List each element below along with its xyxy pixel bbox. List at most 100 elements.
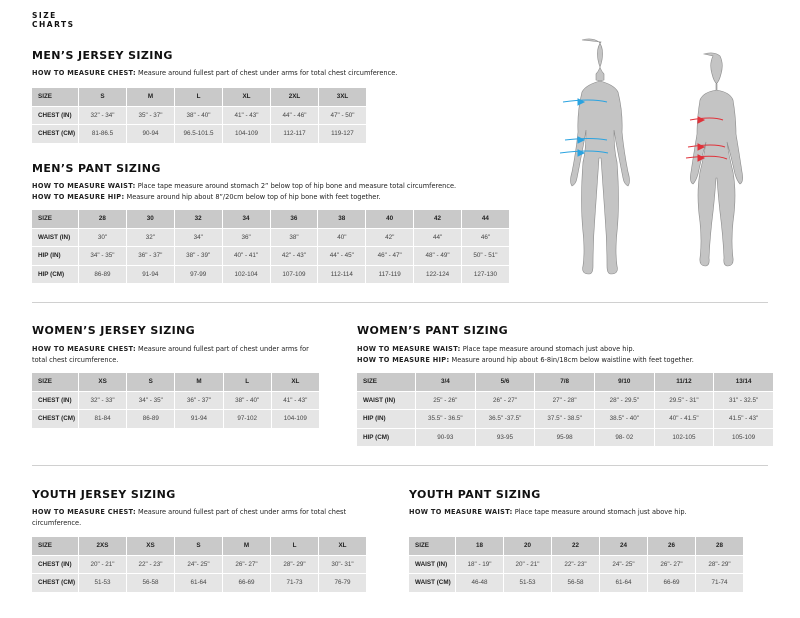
table-row: HIP (IN) 34" - 35" 36" - 37" 38" - 39" 40" -…: [32, 247, 509, 265]
table-cell: 38" - 39": [174, 247, 222, 265]
table-cell: 50" - 51": [462, 247, 509, 265]
header-cell: 22: [552, 537, 599, 555]
table-cell: 38" - 40": [223, 391, 271, 409]
table-cell: 56-58: [127, 574, 174, 592]
header-cell: 36: [270, 210, 318, 228]
table-cell: 66-69: [223, 574, 270, 592]
instruction-text: Measure around fullest part of chest und…: [32, 345, 309, 364]
header-label-cell: SIZE: [32, 373, 78, 391]
header-label-cell: SIZE: [357, 373, 415, 391]
instruction-label: HOW TO MEASURE CHEST:: [32, 69, 136, 77]
header-cell: L: [271, 537, 318, 555]
instruction-text: Measure around fullest part of chest und…: [138, 69, 398, 77]
table-cell: 26"- 27": [648, 555, 695, 573]
header-cell: 30: [126, 210, 174, 228]
instruction-label: HOW TO MEASURE WAIST:: [409, 508, 513, 516]
instruction-label: HOW TO MEASURE CHEST:: [32, 508, 136, 516]
table-cell: 61-64: [600, 574, 647, 592]
instruction-text: Place tape measure around stomach 2” bel…: [137, 182, 457, 190]
table-cell: 24"- 25": [600, 555, 647, 573]
table-cell: 104-109: [271, 410, 319, 428]
divider: [32, 465, 768, 466]
table-cell: 76-79: [319, 574, 366, 592]
table-cell: 35.5" - 36.5": [416, 410, 475, 428]
table-cell: 41" - 43": [223, 106, 270, 124]
measure-instructions: HOW TO MEASURE CHEST: Measure around ful…: [32, 507, 362, 528]
header-cell: XS: [79, 373, 127, 391]
instruction-text: Place tape measure around stomach just a…: [514, 508, 687, 516]
table-header-row: SIZE 18 20 22 24 26 28: [409, 537, 743, 555]
table-cell: 86-89: [127, 410, 175, 428]
header-cell: 32: [174, 210, 222, 228]
table-cell: 46-48: [456, 574, 503, 592]
measure-instructions: HOW TO MEASURE CHEST: Measure around ful…: [32, 68, 512, 79]
brand-logo: SIZE CHARTS: [32, 11, 75, 29]
table-cell: 20" - 21": [79, 555, 126, 573]
instruction-text: Measure around hip about 8”/20cm below t…: [126, 192, 381, 201]
male-body-figure: [570, 38, 630, 275]
female-body-figure: [690, 52, 743, 267]
section-title: YOUTH JERSEY SIZING: [32, 488, 176, 501]
header-cell: M: [223, 537, 270, 555]
table-cell: 31" - 32.5": [714, 391, 773, 409]
header-cell: L: [223, 373, 271, 391]
table-cell: 41" - 43": [271, 391, 319, 409]
body-measurement-figures: [559, 38, 743, 275]
table-cell: 32": [126, 228, 174, 246]
section-title: YOUTH PANT SIZING: [409, 488, 541, 501]
header-cell: 18: [456, 537, 503, 555]
table-cell: 18" - 19": [456, 555, 503, 573]
table-row: CHEST (CM) 51-53 56-58 61-64 66-69 71-73 76-79: [32, 574, 366, 592]
table-cell: 61-64: [175, 574, 222, 592]
instruction-text: Measure around fullest part of chest und…: [32, 508, 347, 527]
table-row: HIP (IN) 35.5" - 36.5" 36.5" -37.5" 37.5" -…: [357, 410, 773, 428]
header-cell: S: [79, 88, 126, 106]
table-row: HIP (CM) 86-89 91-94 97-99 102-104 107-109 112…: [32, 265, 509, 283]
table-row: WAIST (IN) 25" - 26" 26" - 27" 27" - 28" 28"…: [357, 391, 773, 409]
table-cell: 46": [462, 228, 509, 246]
instruction-line: HOW TO MEASURE WAIST: Place tape measure…: [409, 507, 789, 518]
row-label: CHEST (CM): [32, 410, 78, 428]
table-row: CHEST (IN) 32" - 34" 35" - 37" 38" - 40" 41"…: [32, 106, 366, 124]
row-label: CHEST (CM): [32, 574, 78, 592]
instruction-label: HOW TO MEASURE WAIST:: [32, 182, 136, 190]
section-title: MEN’S PANT SIZING: [32, 162, 161, 175]
instruction-label: HOW TO MEASURE HIP:: [357, 355, 450, 364]
table-cell: 40": [318, 228, 366, 246]
size-table: SIZE 2XS XS S M L XL CHEST (IN) 20" - 21" 22" - 2…: [31, 536, 367, 593]
table-cell: 102-104: [222, 265, 270, 283]
table-cell: 25" - 26": [416, 391, 475, 409]
brand-line-2: CHARTS: [32, 20, 75, 29]
instruction-line: HOW TO MEASURE WAIST: Place tape measure…: [357, 344, 777, 355]
instruction-label: HOW TO MEASURE WAIST:: [357, 345, 461, 353]
instruction-line: HOW TO MEASURE CHEST: Measure around ful…: [32, 507, 362, 528]
table-cell: 40" - 41.5": [654, 410, 714, 428]
size-table: SIZE 18 20 22 24 26 28 WAIST (IN) 18" - 19" 20" -…: [408, 536, 744, 593]
table-cell: 37.5" - 38.5": [535, 410, 594, 428]
table-cell: 56-58: [552, 574, 599, 592]
table-cell: 66-69: [648, 574, 695, 592]
table-cell: 35" - 37": [127, 106, 174, 124]
table-cell: 26"- 27": [223, 555, 270, 573]
measure-instructions: HOW TO MEASURE WAIST: Place tape measure…: [32, 181, 532, 202]
table-cell: 112-117: [271, 125, 318, 143]
row-label: CHEST (IN): [32, 106, 78, 124]
section-title: WOMEN’S JERSEY SIZING: [32, 324, 196, 337]
table-cell: 102-105: [654, 428, 714, 446]
table-cell: 22"- 23": [552, 555, 599, 573]
header-cell: 3/4: [416, 373, 475, 391]
table-cell: 24"- 25": [175, 555, 222, 573]
table-row: CHEST (CM) 81-84 86-89 91-94 97-102 104-109: [32, 410, 319, 428]
size-table: SIZE XS S M L XL CHEST (IN) 32" - 33" 34" - 35" 3…: [31, 372, 320, 429]
table-cell: 47" - 50": [319, 106, 366, 124]
table-cell: 44": [414, 228, 461, 246]
row-label: CHEST (IN): [32, 555, 78, 573]
table-cell: 51-53: [504, 574, 551, 592]
table-cell: 112-114: [318, 265, 366, 283]
table-cell: 93-95: [475, 428, 535, 446]
table-cell: 71-74: [696, 574, 743, 592]
size-table: SIZE 28 30 32 34 36 38 40 42 44 WAIST (IN) 30" 32" 34…: [31, 209, 510, 284]
header-cell: 26: [648, 537, 695, 555]
table-cell: 127-130: [462, 265, 509, 283]
table-cell: 119-127: [319, 125, 366, 143]
